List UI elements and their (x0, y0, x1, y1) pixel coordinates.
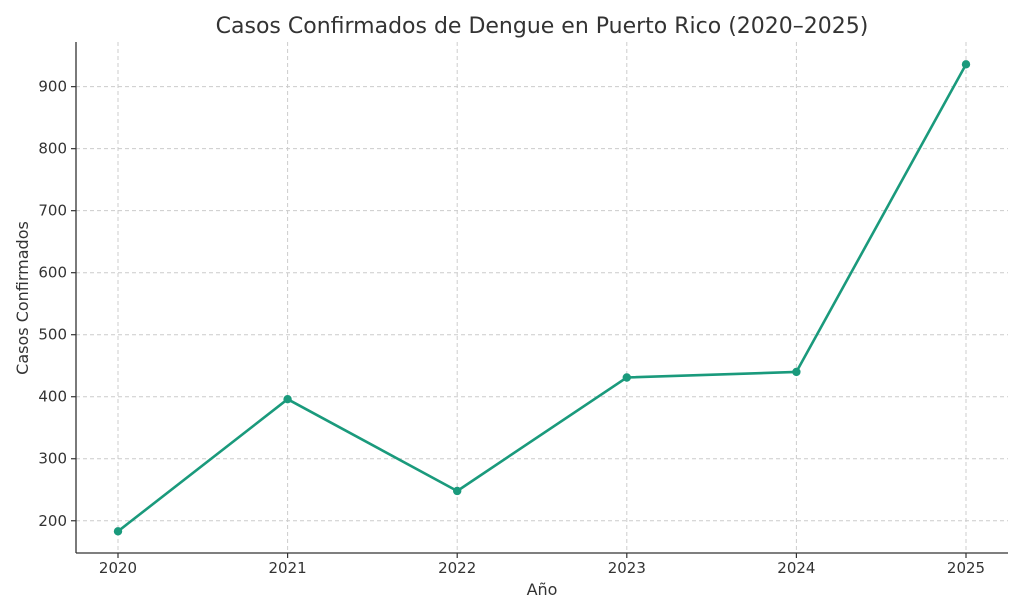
chart-title: Casos Confirmados de Dengue en Puerto Ri… (216, 14, 869, 39)
data-point (283, 395, 292, 404)
data-point (961, 60, 971, 69)
y-tick-label: 600 (38, 264, 67, 282)
data-point (113, 527, 123, 536)
data-point (453, 486, 462, 496)
y-tick-label: 400 (38, 388, 67, 406)
x-tick-label: 2023 (608, 559, 646, 577)
y-tick-label: 300 (38, 450, 67, 468)
y-tick-label: 500 (38, 326, 67, 344)
x-tick-label: 2024 (777, 559, 815, 577)
x-axis-label: Año (527, 580, 558, 599)
axes (75, 42, 1008, 554)
y-tick-label: 800 (38, 140, 67, 158)
y-tick-label: 900 (38, 78, 67, 96)
y-tick-label: 200 (38, 512, 67, 530)
data-point (792, 367, 801, 377)
y-axis-label: Casos Confirmados (13, 221, 32, 375)
x-tick-label: 2021 (269, 559, 307, 577)
y-tick-label: 700 (38, 202, 67, 220)
x-tick-label: 2022 (438, 559, 476, 577)
series-line (117, 63, 968, 533)
x-tick-label: 2025 (947, 559, 985, 577)
series (113, 60, 971, 536)
data-point (622, 373, 631, 382)
x-tick-label: 2020 (99, 559, 137, 577)
grid (76, 42, 1008, 553)
ticks: 2020 2021 2022 2023 2024 2025 200 300 400 500 600 7… (38, 78, 985, 577)
